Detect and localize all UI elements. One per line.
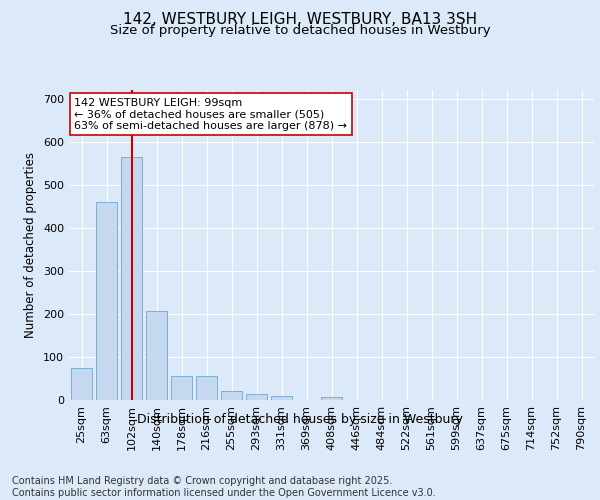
Text: Size of property relative to detached houses in Westbury: Size of property relative to detached ho…	[110, 24, 490, 37]
Bar	[71, 368, 92, 400]
Bar	[221, 392, 242, 400]
Bar	[271, 396, 292, 400]
Bar	[121, 156, 142, 400]
Bar	[246, 394, 267, 400]
Bar	[171, 376, 192, 400]
Text: 142 WESTBURY LEIGH: 99sqm
← 36% of detached houses are smaller (505)
63% of semi: 142 WESTBURY LEIGH: 99sqm ← 36% of detac…	[74, 98, 347, 131]
Text: Distribution of detached houses by size in Westbury: Distribution of detached houses by size …	[137, 412, 463, 426]
Bar	[196, 376, 217, 400]
Y-axis label: Number of detached properties: Number of detached properties	[25, 152, 37, 338]
Bar	[321, 396, 342, 400]
Bar	[146, 311, 167, 400]
Text: 142, WESTBURY LEIGH, WESTBURY, BA13 3SH: 142, WESTBURY LEIGH, WESTBURY, BA13 3SH	[123, 12, 477, 28]
Text: Contains HM Land Registry data © Crown copyright and database right 2025.
Contai: Contains HM Land Registry data © Crown c…	[12, 476, 436, 498]
Bar	[96, 202, 117, 400]
